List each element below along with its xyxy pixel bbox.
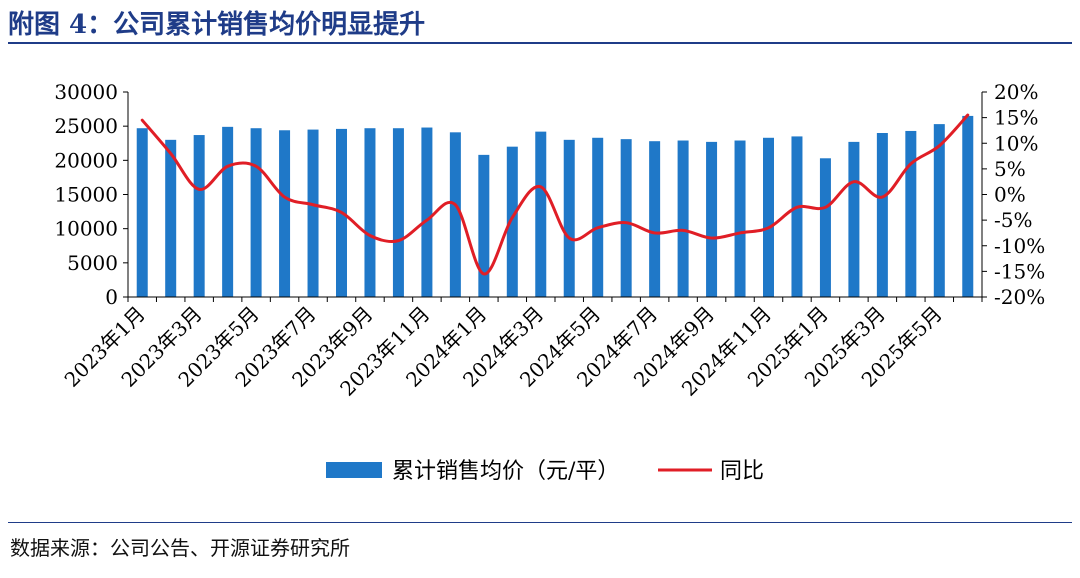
- bar-14: [506, 146, 518, 297]
- title-rule: [8, 42, 1072, 44]
- bar-16: [563, 139, 575, 297]
- right-tick-label: -5%: [994, 208, 1033, 232]
- bar-1: [136, 128, 148, 297]
- bar-2: [165, 139, 177, 297]
- bar-22: [734, 140, 746, 297]
- bar-26: [848, 141, 860, 297]
- bar-17: [592, 137, 604, 297]
- bar-19: [649, 141, 661, 297]
- bar-29: [933, 124, 945, 297]
- legend-label-line: 同比: [720, 459, 764, 484]
- bar-7: [307, 129, 319, 297]
- left-tick-label: 25000: [54, 114, 118, 138]
- left-tick-label: 30000: [54, 80, 118, 104]
- right-tick-label: 20%: [994, 80, 1038, 104]
- bar-12: [449, 132, 461, 297]
- source-note: 数据来源：公司公告、开源证券研究所: [10, 536, 350, 560]
- bar-6: [279, 130, 291, 297]
- bar-13: [478, 154, 490, 297]
- left-tick-label: 15000: [54, 183, 118, 207]
- right-tick-label: 10%: [994, 131, 1038, 155]
- bar-9: [364, 128, 376, 297]
- figure-title: 附图 4：公司累计销售均价明显提升: [8, 10, 426, 40]
- bar-21: [706, 141, 718, 297]
- bar-10: [392, 128, 404, 297]
- right-tick-label: 0%: [994, 183, 1026, 207]
- bar-line-chart: 0 5000 10000 15000 20000 25000 30000 -20%-15%-1…: [54, 80, 1045, 484]
- source-rule: [8, 522, 1072, 523]
- bar-15: [535, 131, 547, 297]
- legend-swatch-bar: [326, 462, 382, 478]
- bar-25: [819, 158, 831, 297]
- bar-5: [250, 128, 262, 297]
- yoy-line: [140, 113, 970, 276]
- right-tick-label: -20%: [994, 285, 1045, 309]
- left-tick-label: 20000: [54, 148, 118, 172]
- legend-label-bar: 累计销售均价（元/平）: [392, 459, 619, 484]
- left-tick-label: 0: [105, 285, 118, 309]
- left-tick-label: 5000: [67, 251, 118, 275]
- bar-20: [677, 140, 689, 297]
- bar-18: [620, 139, 632, 297]
- bar-27: [876, 133, 888, 297]
- bar-24: [791, 136, 803, 297]
- bar-4: [222, 126, 234, 297]
- bar-23: [763, 137, 774, 297]
- right-tick-label: 15%: [994, 106, 1038, 130]
- right-tick-label: -15%: [994, 259, 1045, 283]
- bar-3: [193, 135, 205, 297]
- right-tick-label: -10%: [994, 234, 1045, 258]
- bar-28: [905, 130, 917, 297]
- right-tick-label: 5%: [994, 157, 1026, 181]
- bar-30: [962, 115, 974, 298]
- bar-11: [421, 127, 433, 298]
- left-tick-label: 10000: [54, 217, 118, 241]
